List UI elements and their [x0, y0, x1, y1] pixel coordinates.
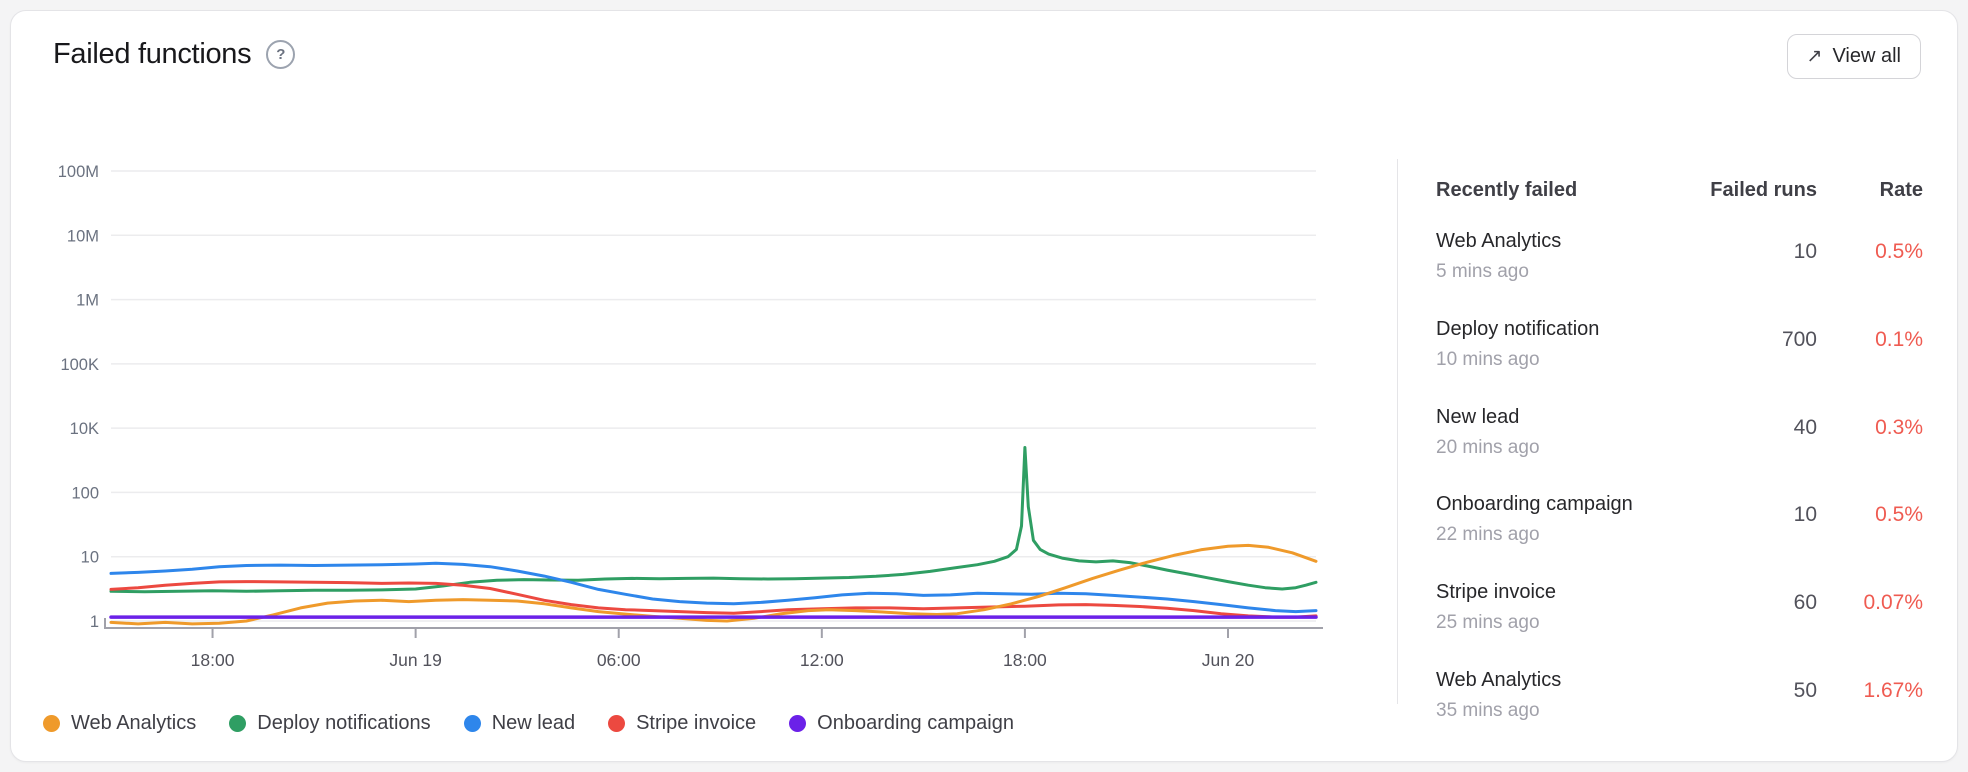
function-cell: Web Analytics 5 mins ago [1436, 229, 1702, 284]
function-time: 22 mins ago [1436, 524, 1540, 546]
help-icon[interactable]: ? [266, 40, 296, 69]
chart-legend: Web Analytics Deploy notifications New l… [43, 712, 1014, 735]
legend-label: Deploy notifications [257, 712, 431, 734]
legend-label: New lead [491, 712, 576, 734]
function-name: New lead [1436, 405, 1520, 428]
function-cell: Web Analytics 35 mins ago [1436, 668, 1702, 723]
table-row[interactable]: Stripe invoice 25 mins ago 60 0.07% [1436, 580, 1923, 635]
function-cell: Onboarding campaign 22 mins ago [1436, 492, 1702, 547]
view-all-button[interactable]: ↗ View all [1786, 34, 1921, 79]
failed-functions-card: Failed functions ? ↗ View all 100M 10M 1M 1… [10, 10, 1958, 762]
help-icon-glyph: ? [276, 46, 286, 63]
legend-item-stripe-invoice[interactable]: Stripe invoice [608, 712, 756, 735]
column-header-failed-runs: Failed runs [1710, 179, 1817, 201]
legend-label: Onboarding campaign [817, 712, 1014, 734]
failed-runs-value: 40 [1793, 415, 1817, 439]
svg-text:06:00: 06:00 [597, 650, 641, 670]
svg-text:1: 1 [90, 613, 99, 631]
function-name: Stripe invoice [1436, 581, 1557, 604]
rate-value: 0.1% [1875, 327, 1923, 351]
svg-text:100M: 100M [58, 163, 99, 181]
legend-item-deploy-notifications[interactable]: Deploy notifications [229, 712, 431, 735]
svg-text:Jun 19: Jun 19 [389, 650, 442, 670]
function-time: 35 mins ago [1436, 699, 1540, 721]
legend-dot-icon [229, 715, 247, 732]
rate-value: 0.3% [1875, 415, 1923, 439]
function-name: Deploy notification [1436, 317, 1600, 340]
function-name: Web Analytics [1436, 230, 1562, 252]
view-all-label: View all [1832, 45, 1901, 67]
function-name: Onboarding campaign [1436, 493, 1633, 516]
failed-runs-value: 10 [1793, 240, 1817, 263]
legend-item-web-analytics[interactable]: Web Analytics [43, 712, 196, 735]
card-title-row: Failed functions ? [53, 38, 296, 71]
table-body: Web Analytics 5 mins ago 10 0.5% Deploy … [1436, 229, 1923, 723]
rate-value: 0.5% [1875, 503, 1923, 527]
rate-value: 0.5% [1875, 240, 1923, 263]
recently-failed-panel: Recently failed Failed runs Rate Web Ana… [1436, 179, 1923, 756]
function-time: 25 mins ago [1436, 612, 1540, 634]
failed-runs-value: 10 [1793, 503, 1817, 527]
legend-label: Stripe invoice [636, 712, 757, 734]
function-time: 5 mins ago [1436, 261, 1529, 282]
svg-text:10K: 10K [70, 420, 99, 438]
svg-text:12:00: 12:00 [800, 650, 844, 670]
svg-text:100K: 100K [60, 356, 99, 374]
function-name: Web Analytics [1436, 668, 1562, 691]
svg-text:18:00: 18:00 [1003, 650, 1047, 670]
column-header-recently-failed: Recently failed [1436, 179, 1578, 201]
page-title: Failed functions [53, 38, 252, 70]
legend-item-new-lead[interactable]: New lead [463, 712, 576, 735]
legend-dot-icon [608, 715, 626, 732]
rate-value: 0.07% [1863, 591, 1923, 615]
table-row[interactable]: Web Analytics 5 mins ago 10 0.5% [1436, 229, 1923, 284]
legend-dot-icon [789, 715, 807, 732]
column-header-rate: Rate [1879, 179, 1923, 201]
svg-text:100: 100 [71, 484, 99, 502]
svg-text:Jun 20: Jun 20 [1202, 650, 1255, 670]
failed-runs-value: 50 [1793, 678, 1817, 702]
svg-text:10M: 10M [67, 227, 99, 245]
failed-functions-chart: 100M 10M 1M 100K 10K 100 10 1 18:00 Jun 19 06:00 12… [58, 163, 1323, 670]
rate-value: 1.67% [1863, 678, 1923, 702]
function-time: 20 mins ago [1436, 436, 1540, 458]
legend-dot-icon [43, 715, 60, 732]
legend-label: Web Analytics [71, 712, 197, 734]
table-row[interactable]: Onboarding campaign 22 mins ago 10 0.5% [1436, 492, 1923, 547]
function-cell: Stripe invoice 25 mins ago [1436, 580, 1702, 635]
table-row[interactable]: Deploy notification 10 mins ago 700 0.1% [1436, 317, 1923, 372]
external-arrow-icon: ↗ [1806, 46, 1823, 67]
legend-item-onboarding-campaign[interactable]: Onboarding campaign [789, 712, 1014, 735]
failed-runs-value: 60 [1793, 591, 1817, 615]
panel-divider [1397, 159, 1398, 704]
function-time: 10 mins ago [1436, 348, 1540, 370]
function-cell: Deploy notification 10 mins ago [1436, 317, 1702, 372]
legend-dot-icon [463, 715, 481, 732]
svg-text:1M: 1M [76, 292, 99, 310]
table-header-row: Recently failed Failed runs Rate [1436, 179, 1923, 202]
function-cell: New lead 20 mins ago [1436, 405, 1702, 460]
table-row[interactable]: Web Analytics 35 mins ago 50 1.67% [1436, 668, 1923, 723]
svg-text:18:00: 18:00 [191, 650, 235, 670]
svg-text:10: 10 [81, 549, 99, 567]
table-row[interactable]: New lead 20 mins ago 40 0.3% [1436, 405, 1923, 460]
failed-runs-value: 700 [1781, 327, 1817, 351]
